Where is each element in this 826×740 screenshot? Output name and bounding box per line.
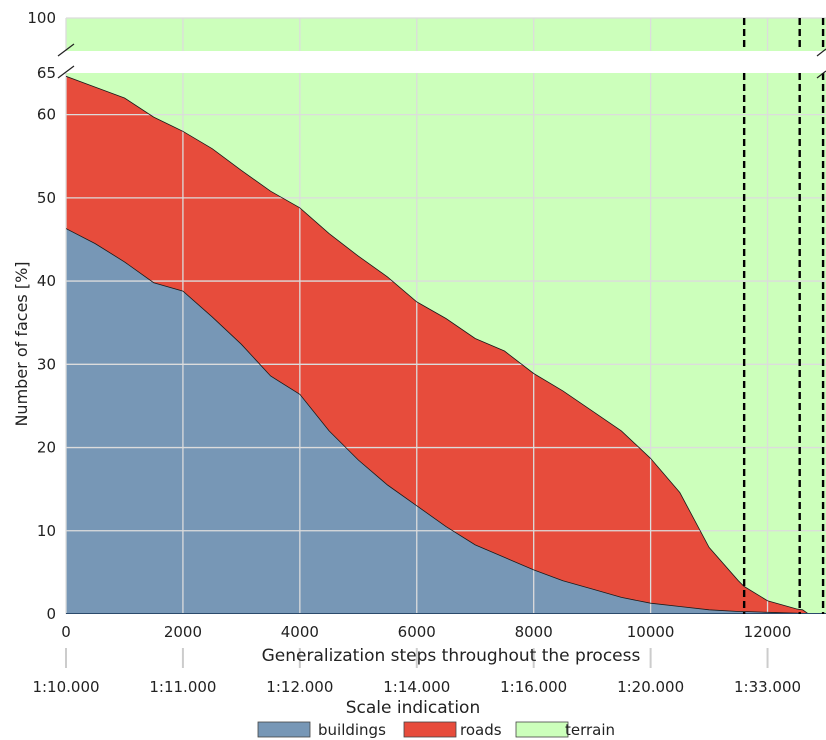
y-tick-10: 10 — [37, 522, 56, 540]
break-mark-bottom-right — [816, 70, 826, 79]
boundary-roads — [66, 75, 826, 614]
break-mark-bottom-left — [57, 65, 75, 79]
y-tick-40: 40 — [37, 272, 56, 290]
x-tick-10000: 10000 — [627, 623, 675, 641]
upper-panel-terrain — [66, 18, 826, 51]
x-tick-labels: 0 2000 4000 6000 8000 10000 12000 — [61, 623, 791, 641]
y-tick-65: 65 — [37, 64, 56, 82]
boundary-buildings — [66, 228, 826, 614]
scale-indication-ticks: 1:10.000 1:11.000 1:12.000 1:14.000 1:16.000… — [32, 648, 801, 696]
scale-axis-label: Scale indication — [346, 698, 480, 718]
scale-tick-label-3: 1:12.000 — [266, 678, 333, 696]
x-tick-12000: 12000 — [744, 623, 792, 641]
area-layers — [66, 73, 826, 614]
legend-swatch-buildings — [257, 721, 311, 738]
x-tick-6000: 6000 — [398, 623, 436, 641]
area-roads — [66, 76, 826, 614]
lower-panel — [65, 73, 826, 614]
legend-swatch-roads — [403, 721, 457, 738]
x-tick-4000: 4000 — [281, 623, 319, 641]
y-axis-label: Number of faces [%] — [12, 261, 31, 426]
scale-tick-label-1: 1:10.000 — [32, 678, 99, 696]
legend: buildings roads terrain — [257, 721, 615, 739]
upper-vertical-markers — [742, 18, 825, 51]
boundary-lines — [66, 75, 826, 614]
scale-tick-label-4: 1:14.000 — [383, 678, 450, 696]
legend-label-roads: roads — [460, 721, 502, 739]
scale-tick-label-2: 1:11.000 — [149, 678, 216, 696]
y-tick-0: 0 — [46, 605, 56, 623]
legend-label-buildings: buildings — [318, 721, 386, 739]
vertical-markers — [742, 73, 825, 614]
scale-tick-label-7: 1:33.000 — [734, 678, 801, 696]
x-tick-8000: 8000 — [515, 623, 553, 641]
axis-break-marks — [57, 43, 826, 79]
area-terrain — [66, 73, 826, 614]
x-axis-label: Generalization steps throughout the proc… — [262, 646, 641, 666]
area-buildings — [66, 228, 826, 614]
break-mark-top-right — [816, 48, 826, 57]
y-tick-labels: 0 10 20 30 40 50 60 65 100 — [27, 9, 56, 623]
y-tick-20: 20 — [37, 439, 56, 457]
upper-grid — [65, 17, 826, 51]
legend-label-terrain: terrain — [565, 721, 615, 739]
x-tick-0: 0 — [61, 623, 71, 641]
upper-panel — [65, 17, 826, 51]
legend-swatch-terrain — [515, 721, 569, 738]
x-tick-2000: 2000 — [164, 623, 202, 641]
y-tick-30: 30 — [37, 355, 56, 373]
grid-lines — [65, 73, 826, 614]
break-mark-top-left — [57, 43, 75, 57]
scale-tick-label-5: 1:16.000 — [500, 678, 567, 696]
scale-tick-label-6: 1:20.000 — [617, 678, 684, 696]
y-tick-60: 60 — [37, 106, 56, 124]
y-tick-50: 50 — [37, 189, 56, 207]
y-tick-100: 100 — [27, 9, 56, 27]
